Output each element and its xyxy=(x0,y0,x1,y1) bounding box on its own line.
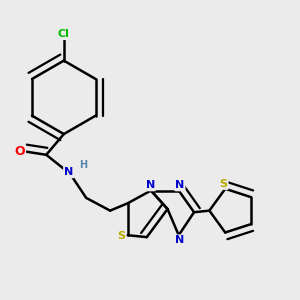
Text: O: O xyxy=(14,145,25,158)
Text: N: N xyxy=(176,180,184,190)
Text: H: H xyxy=(80,160,88,170)
Text: S: S xyxy=(117,232,125,242)
Text: N: N xyxy=(146,180,155,190)
Text: N: N xyxy=(176,235,184,245)
Text: N: N xyxy=(64,167,73,177)
Text: Cl: Cl xyxy=(58,29,70,39)
Text: S: S xyxy=(220,179,228,189)
